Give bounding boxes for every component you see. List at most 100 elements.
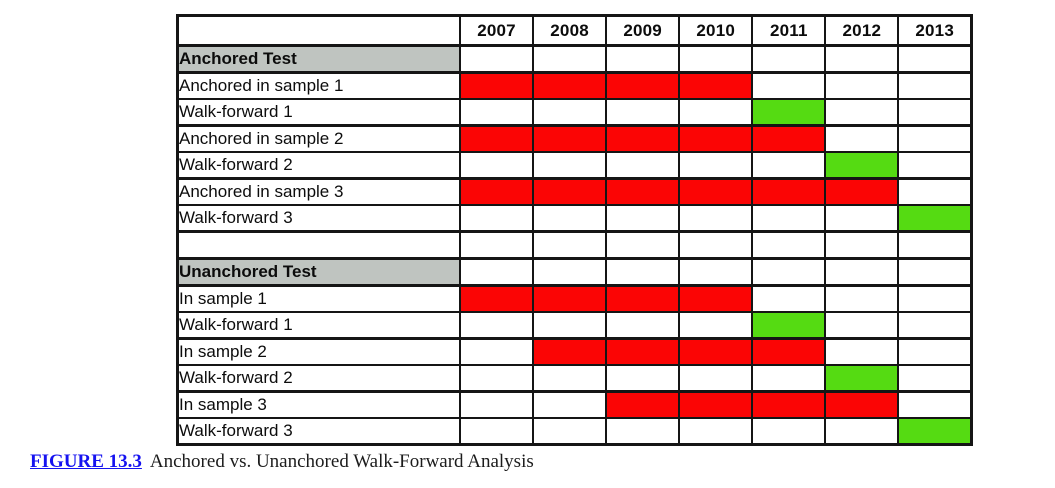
grid-cell-2013 xyxy=(897,364,973,393)
walk-forward-cell-2011 xyxy=(751,98,827,127)
data-row: Anchored in sample 2 xyxy=(176,124,973,153)
spacer-cell-2011 xyxy=(751,230,827,260)
in-sample-cell-2008 xyxy=(532,124,608,153)
grid-cell-2011 xyxy=(751,284,827,313)
in-sample-cell-2007 xyxy=(458,71,535,100)
data-row: In sample 3 xyxy=(176,390,973,419)
in-sample-cell-2007 xyxy=(458,284,535,313)
walk-forward-cell-2012 xyxy=(824,151,900,180)
walk-forward-cell-2013 xyxy=(897,417,973,446)
data-row: Walk-forward 2 xyxy=(176,151,973,180)
section-empty-cell-2012 xyxy=(824,257,900,287)
in-sample-cell-2008 xyxy=(532,71,608,100)
in-sample-cell-2007 xyxy=(458,177,535,206)
grid-cell-2013 xyxy=(897,98,973,127)
grid-cell-2013 xyxy=(897,151,973,180)
spacer-cell-2009 xyxy=(605,230,681,260)
year-header-2013: 2013 xyxy=(897,14,973,47)
grid-cell-2009 xyxy=(605,98,681,127)
spacer-cell-2007 xyxy=(458,230,535,260)
in-sample-cell-2009 xyxy=(605,337,681,366)
data-row: Anchored in sample 1 xyxy=(176,71,973,100)
grid-cell-2012 xyxy=(824,71,900,100)
grid-cell-2009 xyxy=(605,417,681,446)
year-header-2012: 2012 xyxy=(824,14,900,47)
data-row: Walk-forward 2 xyxy=(176,364,973,393)
grid-cell-2007 xyxy=(458,390,535,419)
section-header-row: Anchored Test xyxy=(176,44,973,74)
data-row: Walk-forward 3 xyxy=(176,417,973,446)
in-sample-cell-2010 xyxy=(678,71,754,100)
grid-cell-2013 xyxy=(897,284,973,313)
in-sample-cell-2011 xyxy=(751,337,827,366)
in-sample-cell-2010 xyxy=(678,284,754,313)
grid-cell-2013 xyxy=(897,390,973,419)
in-sample-cell-2010 xyxy=(678,337,754,366)
grid-cell-2007 xyxy=(458,151,535,180)
in-sample-cell-2010 xyxy=(678,124,754,153)
spacer-cell-2013 xyxy=(897,230,973,260)
in-sample-cell-2011 xyxy=(751,177,827,206)
in-sample-cell-2009 xyxy=(605,124,681,153)
grid-cell-2010 xyxy=(678,364,754,393)
grid-cell-2011 xyxy=(751,151,827,180)
grid-cell-2010 xyxy=(678,204,754,233)
spacer-cell-2008 xyxy=(532,230,608,260)
grid-cell-2012 xyxy=(824,204,900,233)
section-empty-cell-2013 xyxy=(897,44,973,74)
row-label-cell: Walk-forward 3 xyxy=(176,204,461,233)
section-empty-cell-2010 xyxy=(678,44,754,74)
in-sample-cell-2010 xyxy=(678,177,754,206)
grid-cell-2009 xyxy=(605,364,681,393)
section-empty-cell-2013 xyxy=(897,257,973,287)
grid-cell-2009 xyxy=(605,311,681,340)
section-empty-cell-2012 xyxy=(824,44,900,74)
section-empty-cell-2011 xyxy=(751,44,827,74)
spacer-label-cell xyxy=(176,230,461,260)
grid-cell-2013 xyxy=(897,177,973,206)
grid-cell-2010 xyxy=(678,151,754,180)
year-header-2008: 2008 xyxy=(532,14,608,47)
section-empty-cell-2011 xyxy=(751,257,827,287)
grid-cell-2012 xyxy=(824,337,900,366)
figure-number-link[interactable]: FIGURE 13.3 xyxy=(30,451,142,472)
row-label-cell: In sample 2 xyxy=(176,337,461,366)
spacer-cell-2010 xyxy=(678,230,754,260)
in-sample-cell-2012 xyxy=(824,177,900,206)
row-label-cell: Walk-forward 1 xyxy=(176,98,461,127)
section-empty-cell-2007 xyxy=(458,44,535,74)
figure-caption: FIGURE 13.3 Anchored vs. Unanchored Walk-… xyxy=(30,451,534,473)
figure-caption-text: Anchored vs. Unanchored Walk-Forward Ana… xyxy=(149,451,534,472)
in-sample-cell-2009 xyxy=(605,177,681,206)
grid-cell-2013 xyxy=(897,124,973,153)
grid-cell-2010 xyxy=(678,417,754,446)
row-label-cell: Walk-forward 1 xyxy=(176,311,461,340)
grid-cell-2008 xyxy=(532,390,608,419)
section-header-row: Unanchored Test xyxy=(176,257,973,287)
grid-cell-2007 xyxy=(458,337,535,366)
section-empty-cell-2008 xyxy=(532,257,608,287)
grid-cell-2012 xyxy=(824,417,900,446)
in-sample-cell-2008 xyxy=(532,177,608,206)
corner-cell xyxy=(176,14,461,47)
in-sample-cell-2009 xyxy=(605,71,681,100)
in-sample-cell-2009 xyxy=(605,390,681,419)
section-empty-cell-2009 xyxy=(605,257,681,287)
grid-cell-2010 xyxy=(678,311,754,340)
grid-cell-2012 xyxy=(824,311,900,340)
year-header-row: 2007 2008 2009 2010 2011 2012 2013 xyxy=(176,14,973,47)
grid-cell-2008 xyxy=(532,204,608,233)
grid-cell-2013 xyxy=(897,337,973,366)
data-row: Walk-forward 1 xyxy=(176,98,973,127)
year-header-2009: 2009 xyxy=(605,14,681,47)
row-label-cell: Anchored in sample 1 xyxy=(176,71,461,100)
in-sample-cell-2010 xyxy=(678,390,754,419)
year-header-2010: 2010 xyxy=(678,14,754,47)
data-row: In sample 1 xyxy=(176,284,973,313)
grid-cell-2013 xyxy=(897,311,973,340)
spacer-row xyxy=(176,230,973,260)
row-label-cell: In sample 3 xyxy=(176,390,461,419)
walk-forward-cell-2013 xyxy=(897,204,973,233)
section-empty-cell-2007 xyxy=(458,257,535,287)
